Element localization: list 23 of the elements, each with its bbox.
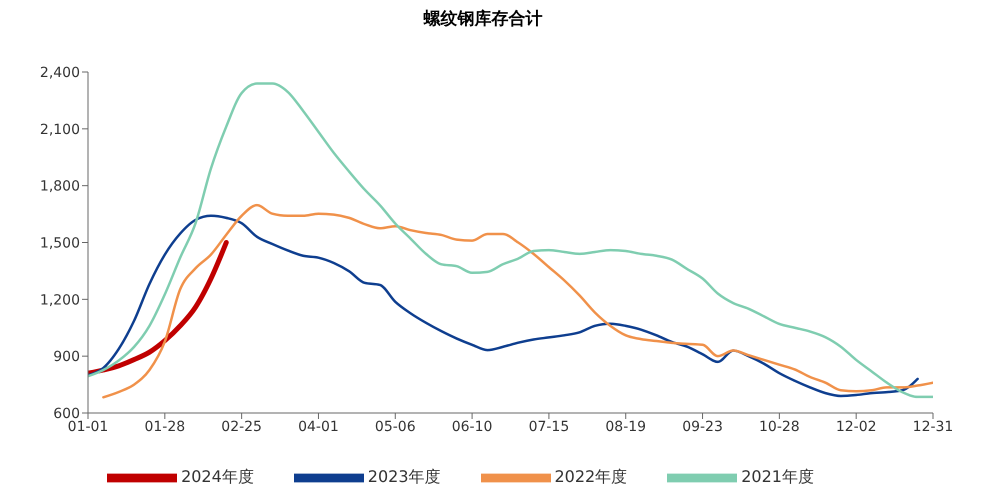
line-series xyxy=(88,82,933,398)
y-tick-label: 900 xyxy=(53,349,80,366)
x-tick-label: 12-02 xyxy=(836,418,877,435)
y-tick-label: 1,800 xyxy=(40,178,80,195)
x-tick-label: 04-01 xyxy=(298,418,339,435)
x-tick-label: 12-31 xyxy=(912,418,954,435)
x-tick-label: 05-06 xyxy=(374,418,416,435)
x-tick-label: 07-15 xyxy=(528,418,570,435)
x-tick-label: 02-25 xyxy=(221,418,262,435)
y-tick-label: 2,100 xyxy=(40,122,80,138)
y-tick-label: 1,500 xyxy=(40,235,80,252)
y-tick-label: 2,400 xyxy=(40,64,80,81)
x-tick-label: 01-28 xyxy=(144,418,186,435)
legend-label: 2023年度 xyxy=(368,467,440,486)
x-tick-label: 09-23 xyxy=(682,418,723,435)
legend-label: 2024年度 xyxy=(181,467,254,486)
x-tick-label: 10-28 xyxy=(759,418,800,435)
x-tick-label: 08-19 xyxy=(605,418,646,435)
x-tick-label: 06-10 xyxy=(452,418,492,435)
legend-label: 2022年度 xyxy=(554,467,628,486)
chart-title: 螺纹钢库存合计 xyxy=(422,8,544,31)
y-tick-label: 1,200 xyxy=(40,292,80,308)
legend-label: 2021年度 xyxy=(741,467,814,486)
